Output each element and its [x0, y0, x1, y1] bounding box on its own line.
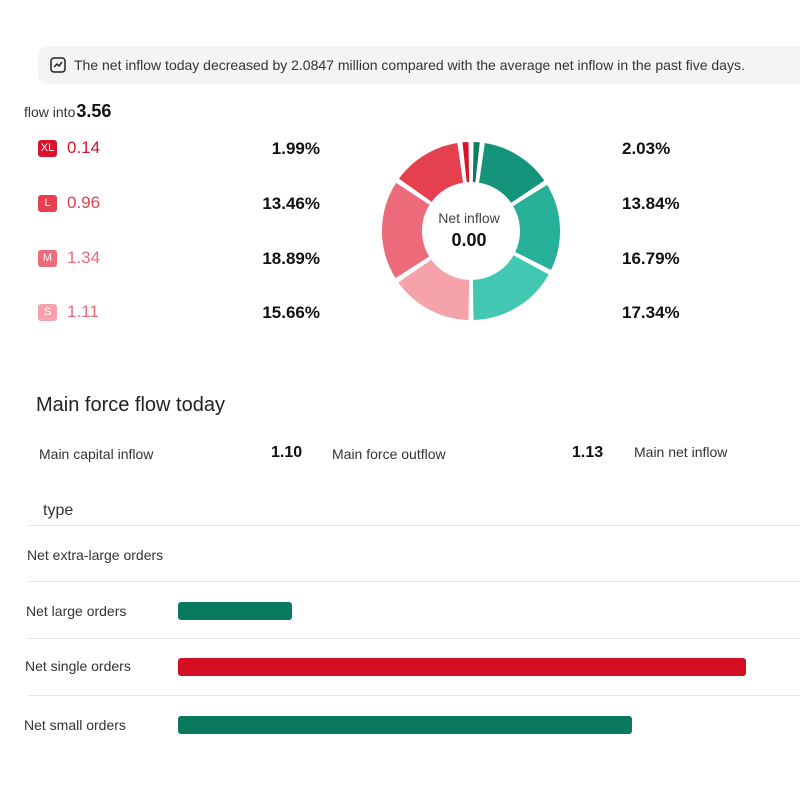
divider [28, 695, 800, 696]
order-label-small: Net small orders [24, 717, 126, 733]
slice-inflow-xl [460, 140, 472, 185]
tag-xl: XL [38, 139, 57, 157]
donut-center-value: 0.00 [451, 230, 487, 250]
net-inflow-donut [380, 140, 562, 322]
flow-into-summary: flow into3.56 [24, 101, 111, 122]
main-capital-inflow-value: 1.10 [271, 444, 303, 461]
inflow-row-s: S 1.11 [38, 302, 99, 322]
slice-inflow-m [380, 180, 432, 281]
divider [28, 525, 800, 526]
outflow-pct-xl: 2.03% [622, 139, 671, 158]
inflow-pct-xl: 1.99% [271, 139, 320, 158]
divider [28, 638, 800, 639]
order-label-single: Net single orders [25, 658, 131, 674]
order-bar-large [178, 602, 292, 620]
inflow-value-s: 1.11 [67, 302, 99, 321]
main-capital-inflow-label: Main capital inflow [39, 446, 154, 462]
flow-into-label: flow into [24, 104, 76, 120]
trend-chart-icon [50, 57, 66, 73]
flow-into-value: 3.56 [76, 101, 112, 121]
tag-m: M [38, 249, 57, 267]
tag-s: S [38, 303, 57, 321]
slice-inflow-s [395, 257, 472, 322]
order-bar-single [178, 658, 746, 676]
slice-outflow-s [470, 252, 552, 322]
inflow-value-xl: 0.14 [67, 138, 101, 157]
inflow-pct-m: 18.89% [262, 249, 320, 268]
order-label-extra-large: Net extra-large orders [27, 547, 164, 563]
main-force-outflow-value: 1.13 [572, 444, 604, 461]
slice-outflow-xl [470, 140, 482, 185]
order-label-large: Net large orders [26, 603, 127, 619]
main-force-outflow-label: Main force outflow [332, 446, 446, 462]
banner-text: The net inflow today decreased by 2.0847… [74, 57, 745, 73]
outflow-pct-s: 17.34% [622, 303, 680, 322]
divider [28, 581, 800, 582]
inflow-row-l: L 0.96 [38, 193, 100, 213]
outflow-pct-l: 13.84% [622, 194, 680, 213]
main-net-inflow-label: Main net inflow [634, 444, 728, 460]
inflow-pct-l: 13.46% [262, 194, 320, 213]
donut-center-label: Net inflow [438, 210, 500, 226]
slice-outflow-m [510, 182, 562, 273]
slice-inflow-l [396, 140, 466, 205]
orders-type-header: type [43, 502, 74, 519]
inflow-pct-s: 15.66% [262, 303, 320, 322]
slice-outflow-l [476, 140, 547, 206]
main-force-title: Main force flow today [36, 394, 225, 416]
inflow-row-m: M 1.34 [38, 248, 100, 268]
outflow-pct-m: 16.79% [622, 249, 680, 268]
inflow-row-xl: XL 0.14 [38, 138, 100, 158]
order-bar-small [178, 716, 633, 734]
inflow-value-m: 1.34 [67, 248, 101, 267]
tag-l: L [38, 194, 57, 212]
net-inflow-banner: The net inflow today decreased by 2.0847… [38, 46, 800, 84]
inflow-value-l: 0.96 [67, 193, 101, 212]
